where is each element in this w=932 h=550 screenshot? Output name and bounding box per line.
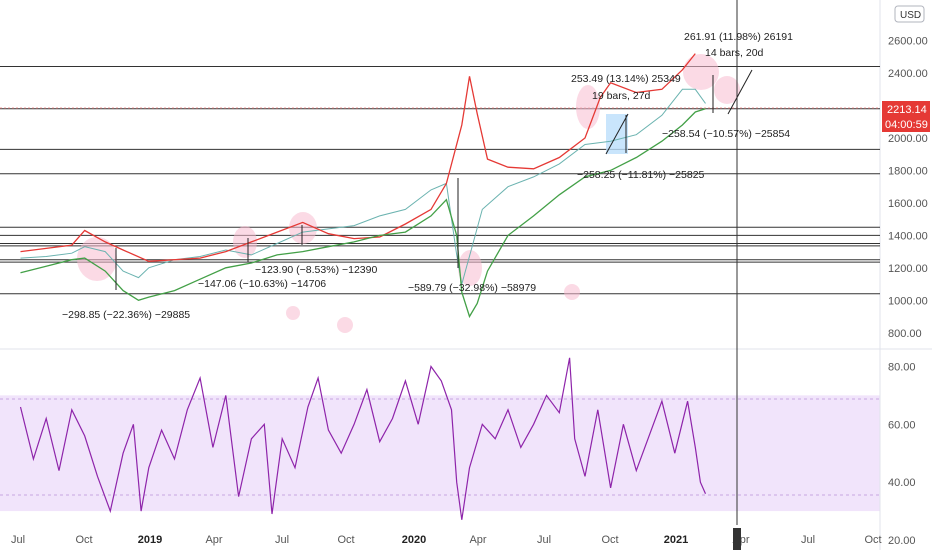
highlight-circle: [337, 317, 353, 333]
horizontal-levels[interactable]: [0, 66, 880, 295]
time-tick-label: Oct: [337, 534, 354, 546]
price-tick-label: 800.00: [888, 328, 922, 340]
annotation-drop-4: −589.79 (−32.98%) −58979: [408, 282, 536, 294]
highlight-circle: [564, 284, 580, 300]
currency-label: USD: [900, 10, 921, 21]
annotation-bars-1: 19 bars, 27d: [592, 90, 651, 102]
rsi-band: [0, 395, 880, 512]
highlight-circle: [683, 54, 719, 90]
price-tick-label: 1800.00: [888, 165, 928, 177]
time-tick-label: 2021: [664, 534, 688, 546]
rsi-tick-label: 80.00: [888, 361, 916, 373]
annotation-rise-1: 253.49 (13.14%) 25349: [571, 73, 681, 85]
highlight-circle: [714, 76, 740, 104]
annotation-drop-2: −147.06 (−10.63%) −14706: [198, 278, 326, 290]
price-tick-label: 1600.00: [888, 198, 928, 210]
last-price-label: 2213.14: [887, 104, 927, 116]
time-tick-label: Jul: [275, 534, 289, 546]
highlight-circle: [286, 306, 300, 320]
annotation-bars-2: 14 bars, 20d: [705, 47, 764, 59]
time-tick-label: Jul: [801, 534, 815, 546]
price-candles-line: [20, 88, 706, 285]
rsi-axis[interactable]: 80.00 60.00 40.00 20.00: [888, 361, 916, 547]
countdown-box: [882, 117, 930, 132]
highlight-circle: [233, 226, 257, 258]
price-tick-label: 1000.00: [888, 295, 928, 307]
price-tick-label: 2600.00: [888, 36, 928, 48]
highlight-circle: [289, 212, 317, 244]
upper-band-line: [20, 53, 696, 262]
price-series-group: [20, 53, 706, 319]
time-tick-label: 2020: [402, 534, 426, 546]
trend-line: [727, 69, 753, 115]
rsi-tick-label: 40.00: [888, 477, 916, 489]
time-tick-label: Oct: [864, 534, 881, 546]
highlight-circle: [77, 237, 117, 281]
countdown-label: 04:00:59: [885, 119, 928, 131]
time-tick-label: Apr: [469, 534, 486, 546]
rsi-tick-label: 60.00: [888, 419, 916, 431]
time-tick-label: Jul: [11, 534, 25, 546]
time-tick-label: 2019: [138, 534, 162, 546]
time-tick-label: Jul: [537, 534, 551, 546]
last-price-box: [882, 101, 930, 117]
price-axis[interactable]: 2600.002400.002200.002000.001800.001600.…: [888, 36, 928, 340]
annotation-rise-2: 261.91 (11.98%) 26191: [684, 31, 793, 43]
time-axis[interactable]: JulOct2019AprJulOct2020AprJulOct2021AprJ…: [11, 534, 882, 546]
price-tick-label: 2400.00: [888, 68, 928, 80]
price-tick-label: 2000.00: [888, 133, 928, 145]
time-tick-label: Oct: [75, 534, 92, 546]
annotation-drop-5: −258.25 (−11.81%) −25825: [577, 169, 705, 181]
time-tick-label: Apr: [205, 534, 222, 546]
measure-lines[interactable]: [115, 69, 753, 290]
price-tick-label: 1400.00: [888, 230, 928, 242]
annotation-drop-6: −258.54 (−10.57%) −25854: [662, 128, 790, 140]
crosshair-time-marker: [733, 528, 741, 550]
price-tick-label: 1200.00: [888, 263, 928, 275]
measure-line: [605, 113, 629, 155]
annotation-drop-3: −123.90 (−8.53%) −12390: [255, 264, 377, 276]
currency-button[interactable]: [894, 5, 925, 23]
annotation-drop-1: −298.85 (−22.36%) −29885: [62, 309, 190, 321]
time-tick-label: Oct: [601, 534, 618, 546]
rsi-line: [19, 357, 707, 520]
highlight-circle: [576, 85, 600, 129]
highlight-circles: [77, 54, 740, 333]
lower-band-line: [20, 108, 706, 319]
rsi-tick-label: 20.00: [888, 535, 916, 547]
